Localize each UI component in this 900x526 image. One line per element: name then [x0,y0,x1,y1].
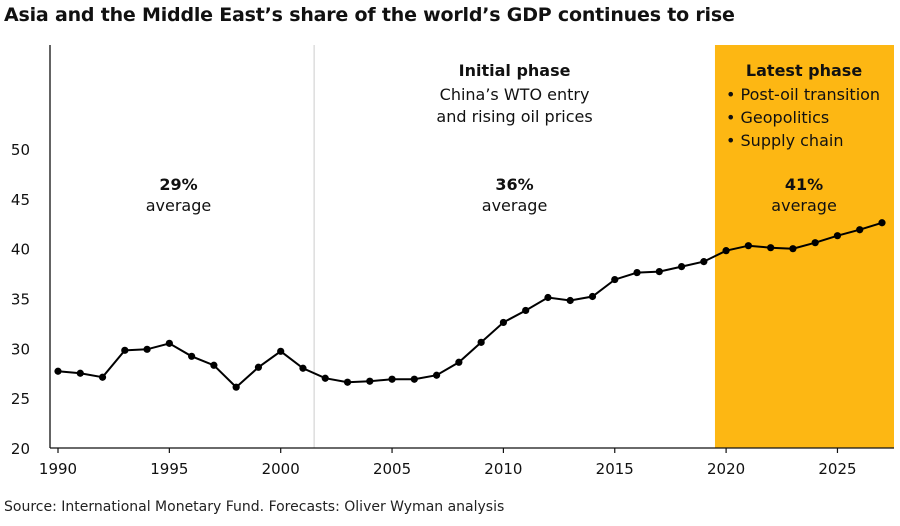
phase1-average-label: average [146,196,212,215]
x-tick-label: 2015 [596,460,634,478]
phase2-line1: China’s WTO entry [440,85,590,104]
phase3-bullet: • Geopolitics [726,108,829,127]
data-point [410,375,418,383]
data-point [633,268,641,277]
x-tick-labels: 1990 1995 2000 2005 2010 2015 2020 2025 [39,460,857,478]
y-tick-label: 20 [11,440,30,458]
data-point [522,306,530,315]
data-point [544,293,552,302]
data-point [366,377,374,385]
data-point [98,373,107,381]
data-point [566,296,574,305]
data-point [121,346,129,354]
y-tick-label: 40 [11,241,30,259]
data-point [499,318,508,327]
x-tick-label: 1990 [39,460,77,478]
data-point [388,375,396,383]
series-line-layer [57,221,883,389]
x-tick-label: 2020 [707,460,745,478]
series-line [57,221,883,389]
data-point [432,371,441,379]
data-point [856,226,864,234]
data-point [878,219,886,227]
data-point [321,374,329,382]
data-point [54,367,62,375]
data-point [232,383,240,391]
data-point [677,263,686,271]
data-point [76,369,84,377]
phase2-heading: Initial phase [459,61,571,80]
data-point [744,242,752,250]
source-note: Source: International Monetary Fund. For… [4,499,505,515]
x-tick-label: 1995 [150,460,188,478]
phase1-average-value: 29% [159,175,197,194]
phase3-bullet: • Supply chain [726,131,843,150]
phase3-average-value: 41% [785,175,823,194]
y-tick-label: 25 [11,390,30,408]
x-tick-label: 2000 [262,460,300,478]
data-point [254,363,263,371]
data-point [833,232,842,240]
phase3-average-label: average [771,196,837,215]
data-point [343,378,352,386]
data-point [455,358,463,366]
data-point [588,292,597,301]
phase3-bullet: • Post-oil transition [726,85,880,104]
data-point [655,267,663,276]
x-tick-label: 2005 [373,460,411,478]
data-point [789,245,797,253]
data-point [611,275,619,284]
y-tick-label: 45 [11,191,30,209]
y-tick-label: 50 [11,141,30,159]
data-point [277,347,285,355]
data-point [722,247,730,255]
phase2-line2: and rising oil prices [436,107,592,126]
data-point [477,338,485,346]
phase2-average-value: 36% [495,175,533,194]
data-point [767,244,775,252]
y-tick-label: 35 [11,291,30,309]
series-points-layer [54,219,886,391]
data-point [143,345,151,353]
x-tick-label: 2025 [818,460,856,478]
phase-annotations: 29% average Initial phase China’s WTO entry… [146,61,880,215]
y-tick-labels: 20 25 30 35 40 45 50 [11,141,30,458]
x-tick-label: 2010 [484,460,522,478]
phase2-average-label: average [482,196,548,215]
data-point [210,361,218,369]
data-point [165,339,173,347]
chart-title: Asia and the Middle East’s share of the … [4,4,735,26]
axes-layer [49,45,894,453]
data-point [299,364,307,372]
data-point [700,258,708,266]
phase3-heading: Latest phase [746,61,862,80]
data-point [188,352,196,360]
y-tick-label: 30 [11,340,30,358]
data-point [811,239,819,247]
